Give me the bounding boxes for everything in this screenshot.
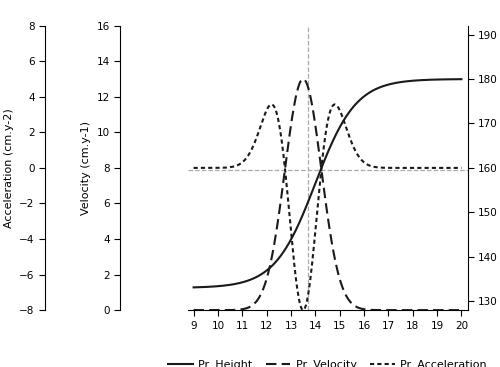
Y-axis label: Velocity (cm.y-1): Velocity (cm.y-1) bbox=[81, 121, 91, 215]
Legend: Pr. Height, Pr. Velocity, Pr. Acceleration: Pr. Height, Pr. Velocity, Pr. Accelerati… bbox=[164, 356, 491, 367]
Y-axis label: Acceleration (cm.y-2): Acceleration (cm.y-2) bbox=[4, 108, 14, 228]
